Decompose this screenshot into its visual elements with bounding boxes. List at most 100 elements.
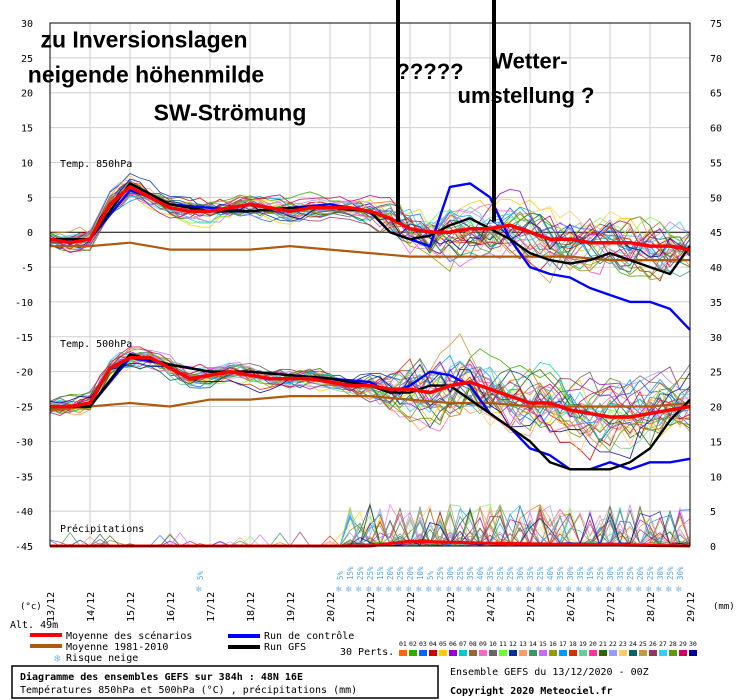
snow-risk-pct: 35% bbox=[576, 566, 585, 580]
snow-risk-pct: 25% bbox=[436, 566, 445, 580]
footer-copyright: Copyright 2020 Meteociel.fr bbox=[450, 685, 613, 697]
left-tick-label: -40 bbox=[15, 507, 33, 518]
pert-color-swatch bbox=[579, 650, 587, 656]
snowflake-icon: ❄ bbox=[646, 585, 652, 595]
series-line-500-1 bbox=[50, 355, 691, 419]
right-tick-label: 15 bbox=[710, 437, 722, 448]
snowflake-icon: ❄ bbox=[576, 585, 582, 595]
left-tick-label: 10 bbox=[21, 158, 33, 169]
plot-frame bbox=[49, 22, 691, 547]
snow-risk-pct: 25% bbox=[496, 566, 505, 580]
x-tick-label: 13/12 bbox=[46, 592, 57, 622]
x-tick-label: 17/12 bbox=[206, 592, 217, 622]
pert-color-swatch bbox=[449, 650, 457, 656]
x-tick-label: 24/12 bbox=[486, 592, 497, 622]
snowflake-icon: ❄ bbox=[596, 585, 602, 595]
snow-risk-pct: 35% bbox=[486, 566, 495, 580]
footer-subtitle: Températures 850hPa et 500hPa (°C) , pré… bbox=[20, 684, 357, 696]
snowflake-icon: ❄ bbox=[436, 585, 442, 595]
pert-number: 02 bbox=[409, 640, 417, 648]
snowflake-icon: ❄ bbox=[566, 585, 572, 595]
left-tick-label: -30 bbox=[15, 437, 33, 448]
x-tick-label: 29/12 bbox=[686, 592, 697, 622]
perturbation-line bbox=[49, 193, 691, 252]
snowflake-icon: ❄ bbox=[636, 585, 642, 595]
snow-risk-pct: 35% bbox=[526, 566, 535, 580]
snowflake-icon: ❄ bbox=[516, 585, 522, 595]
series-line-500-3 bbox=[49, 395, 691, 412]
pert-color-swatch bbox=[649, 650, 657, 656]
snowflake-icon: ❄ bbox=[396, 585, 402, 595]
left-tick-label: -45 bbox=[15, 542, 33, 553]
snow-risk-pct: 30% bbox=[446, 566, 455, 580]
left-tick-label: 20 bbox=[21, 89, 33, 100]
panel-label-precip: Précipitations bbox=[60, 523, 144, 535]
footer-run: Ensemble GEFS du 13/12/2020 - 00Z bbox=[450, 667, 649, 678]
pert-number: 12 bbox=[509, 640, 517, 648]
series-line-850-0 bbox=[49, 185, 691, 252]
pert-number: 06 bbox=[449, 640, 457, 648]
legend-perts-label: 30 Perts. bbox=[340, 647, 394, 658]
snow-risk-pct: 25% bbox=[506, 566, 515, 580]
snowflake-icon: ❄ bbox=[346, 585, 352, 595]
panel-label-850: Temp. 850hPa bbox=[60, 159, 132, 170]
pert-number: 05 bbox=[439, 640, 447, 648]
x-tick-label: 28/12 bbox=[646, 592, 657, 622]
x-tick-label: 20/12 bbox=[326, 592, 337, 622]
pert-number: 25 bbox=[639, 640, 647, 648]
pert-color-swatch bbox=[569, 650, 577, 656]
pert-number: 09 bbox=[479, 640, 487, 648]
right-tick-label: 25 bbox=[710, 368, 722, 379]
pert-color-swatch bbox=[479, 650, 487, 656]
legend-climate-label: Moyenne 1981-2010 bbox=[66, 642, 168, 653]
pert-number: 23 bbox=[619, 640, 627, 648]
pert-number: 17 bbox=[559, 640, 567, 648]
pert-number: 18 bbox=[569, 640, 577, 648]
perturbation-line bbox=[49, 172, 691, 271]
snowflake-icon: ❄ bbox=[506, 585, 512, 595]
right-tick-label: 20 bbox=[710, 403, 722, 414]
panel-label-500: Temp. 500hPa bbox=[60, 339, 132, 350]
pert-color-swatch bbox=[489, 650, 497, 656]
snow-risk-pct: 10% bbox=[416, 566, 425, 580]
snow-risk-pct: 30% bbox=[566, 566, 575, 580]
annotation-text: neigende höhenmilde bbox=[28, 61, 264, 87]
snow-risk-pct: 25% bbox=[356, 566, 365, 580]
right-unit-label: (mm) bbox=[713, 602, 735, 612]
right-tick-label: 35 bbox=[710, 298, 722, 309]
x-tick-label: 22/12 bbox=[406, 592, 417, 622]
perturbation-line bbox=[49, 194, 691, 255]
pert-color-swatch bbox=[689, 650, 697, 656]
pert-color-swatch bbox=[559, 650, 567, 656]
snowflake-icon: ❄ bbox=[616, 585, 622, 595]
snow-risk-pct: 25% bbox=[626, 566, 635, 580]
pert-color-swatch bbox=[589, 650, 597, 656]
x-tick-label: 19/12 bbox=[286, 592, 297, 622]
pert-number: 08 bbox=[469, 640, 477, 648]
snowflake-icon: ❄ bbox=[406, 585, 412, 595]
snow-risk-pct: 30% bbox=[606, 566, 615, 580]
footer-box bbox=[11, 665, 439, 699]
snow-risk-pct: 15% bbox=[376, 566, 385, 580]
legend: Moyenne des scénarios Moyenne 1981-2010 … bbox=[30, 630, 697, 665]
annotation-layer: zu Inversionslagen neigende höhenmilde SW-… bbox=[28, 0, 594, 222]
legend-control-swatch bbox=[228, 634, 260, 638]
snow-risk-pct: 20% bbox=[636, 566, 645, 580]
pert-number: 10 bbox=[489, 640, 497, 648]
pert-color-swatch bbox=[609, 650, 617, 656]
snowflake-icon: ❄ bbox=[336, 585, 342, 595]
snowflake-icon: ❄ bbox=[54, 652, 61, 665]
pert-number: 03 bbox=[419, 640, 427, 648]
pert-color-swatch bbox=[429, 650, 437, 656]
snowflake-icon: ❄ bbox=[606, 585, 612, 595]
pert-color-legend: 01 02 03 04 05 06 07 08 09 10 11 12 13 14 15 16 17 18 19 20… bbox=[399, 640, 697, 656]
pert-number: 27 bbox=[659, 640, 667, 648]
snow-risk-pct: 40% bbox=[546, 566, 555, 580]
right-tick-label: 5 bbox=[710, 507, 716, 518]
legend-climate-swatch bbox=[30, 644, 62, 648]
snowflake-icon: ❄ bbox=[556, 585, 562, 595]
x-tick-label: 27/12 bbox=[606, 592, 617, 622]
left-tick-label: 5 bbox=[27, 193, 33, 204]
